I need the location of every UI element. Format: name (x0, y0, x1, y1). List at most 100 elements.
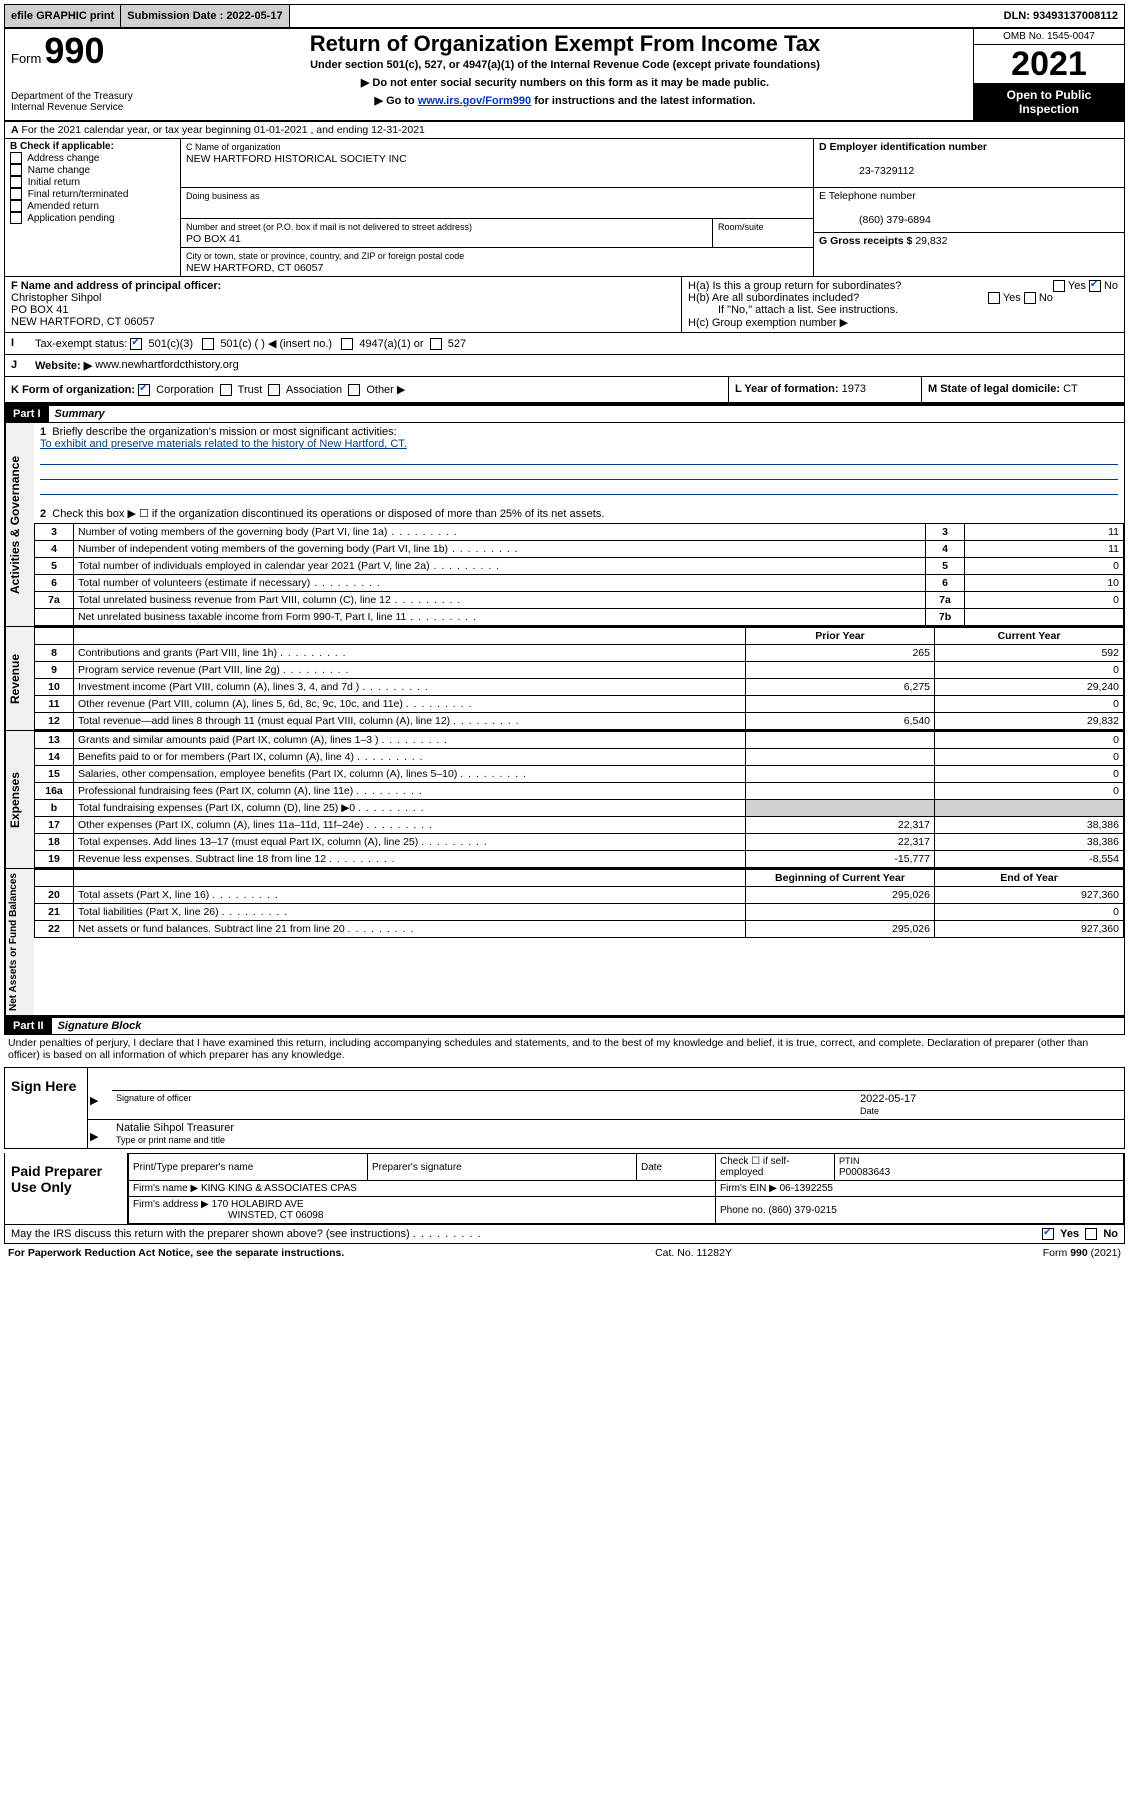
b-check[interactable] (10, 164, 22, 176)
col-d: D Employer identification number 23-7329… (813, 139, 1124, 276)
ptin-label: PTIN (839, 1156, 860, 1166)
col-c: C Name of organization NEW HARTFORD HIST… (181, 139, 813, 276)
firm-addr1: 170 HOLABIRD AVE (212, 1199, 304, 1210)
form-number: 990 (44, 30, 104, 71)
line-a-text: For the 2021 calendar year, or tax year … (22, 124, 425, 136)
q1-label: Briefly describe the organization's miss… (52, 426, 396, 438)
hb-no[interactable]: No (1039, 292, 1053, 304)
exp-section: Expenses 13Grants and similar amounts pa… (4, 731, 1125, 869)
k-assoc: Association (286, 384, 342, 396)
k-label: K Form of organization: (11, 384, 135, 396)
may-irs-no-chk[interactable] (1085, 1228, 1097, 1240)
declaration-text: Under penalties of perjury, I declare th… (4, 1035, 1125, 1063)
l-val: 1973 (842, 383, 866, 395)
irs-link[interactable]: www.irs.gov/Form990 (418, 95, 531, 107)
chk-4947[interactable] (341, 338, 353, 350)
ag-section: Activities & Governance 1 Briefly descri… (4, 423, 1125, 627)
ha-yes[interactable]: Yes (1068, 280, 1086, 292)
b-check[interactable] (10, 212, 22, 224)
info-block: B Check if applicable: Address change Na… (4, 139, 1125, 277)
hb-yes[interactable]: Yes (1003, 292, 1021, 304)
hb-label: H(b) Are all subordinates included? (688, 292, 859, 304)
paid-prep-label: Paid Preparer Use Only (5, 1153, 128, 1224)
part1-tag: Part I (5, 406, 49, 422)
ha-no[interactable]: No (1104, 280, 1118, 292)
k-trust: Trust (238, 384, 263, 396)
title-box: Return of Organization Exempt From Incom… (157, 29, 973, 120)
pt-date-label: Date (637, 1154, 716, 1181)
i-label: Tax-exempt status: (35, 338, 127, 350)
f-label: F Name and address of principal officer: (11, 280, 221, 292)
sign-here-label: Sign Here (5, 1068, 88, 1148)
preparer-table: Print/Type preparer's name Preparer's si… (128, 1153, 1124, 1224)
title-sub3: ▶ Go to www.irs.gov/Form990 for instruct… (167, 94, 963, 107)
may-irs-no: No (1103, 1228, 1118, 1240)
k-other: Other ▶ (366, 384, 405, 396)
part2-title: Signature Block (52, 1020, 142, 1032)
may-irs-yes: Yes (1060, 1228, 1079, 1240)
firm-name-label: Firm's name ▶ (133, 1183, 198, 1194)
submission-date: Submission Date : 2022-05-17 (121, 5, 289, 27)
chk-trust[interactable] (220, 384, 232, 396)
officer-addr2: NEW HARTFORD, CT 06057 (11, 316, 155, 328)
pt-sig-label: Preparer's signature (368, 1154, 637, 1181)
b-check[interactable] (10, 200, 22, 212)
b-check[interactable] (10, 176, 22, 188)
firm-addr2: WINSTED, CT 06098 (133, 1210, 323, 1221)
chk-527[interactable] (430, 338, 442, 350)
room-label: Room/suite (718, 222, 764, 232)
hc-label: H(c) Group exemption number ▶ (688, 316, 1118, 329)
b-label: B Check if applicable: (10, 141, 114, 152)
j-row: J Website: ▶ www.newhartfordcthistory.or… (4, 355, 1125, 377)
ha-label: H(a) Is this a group return for subordin… (688, 280, 901, 292)
type-name-label: Type or print name and title (116, 1135, 225, 1145)
rev-table: Prior YearCurrent Year8Contributions and… (34, 627, 1124, 730)
vert-exp: Expenses (5, 731, 34, 868)
may-irs-yes-chk[interactable] (1042, 1228, 1054, 1240)
d-label: D Employer identification number (819, 141, 987, 153)
g-label: G Gross receipts $ (819, 235, 912, 247)
dln-label: DLN: 93493137008112 (998, 5, 1124, 27)
officer-name: Christopher Sihpol (11, 292, 102, 304)
title-sub1: Under section 501(c), 527, or 4947(a)(1)… (167, 59, 963, 71)
tax-year: 2021 (974, 45, 1124, 84)
i-opt4: 527 (448, 338, 466, 350)
form-prefix: Form (11, 51, 41, 66)
b-check[interactable] (10, 152, 22, 164)
chk-corp[interactable] (138, 384, 150, 396)
org-address: PO BOX 41 (186, 233, 241, 245)
c-label: C Name of organization (186, 142, 281, 152)
footer-left: For Paperwork Reduction Act Notice, see … (8, 1247, 344, 1259)
b-check[interactable] (10, 188, 22, 200)
org-city: NEW HARTFORD, CT 06057 (186, 262, 323, 274)
date-label: Date (860, 1106, 879, 1116)
dept-label: Department of the Treasury Internal Reve… (11, 91, 151, 113)
i-row: I Tax-exempt status: 501(c)(3) 501(c) ( … (4, 333, 1125, 355)
efile-print-button[interactable]: efile GRAPHIC print (5, 5, 121, 27)
net-table: Beginning of Current YearEnd of Year20To… (34, 869, 1124, 938)
chk-assoc[interactable] (268, 384, 280, 396)
top-bar: efile GRAPHIC print Submission Date : 20… (4, 4, 1125, 29)
chk-501c[interactable] (202, 338, 214, 350)
footer-mid: Cat. No. 11282Y (655, 1247, 732, 1259)
addr-label: Number and street (or P.O. box if mail i… (186, 222, 472, 232)
line-a: A For the 2021 calendar year, or tax yea… (4, 120, 1125, 139)
vert-ag: Activities & Governance (5, 423, 34, 626)
net-section: Net Assets or Fund Balances Beginning of… (4, 869, 1125, 1016)
omb-number: OMB No. 1545-0047 (974, 29, 1124, 45)
chk-other[interactable] (348, 384, 360, 396)
firm-ein-label: Firm's EIN ▶ (720, 1183, 777, 1194)
officer-addr1: PO BOX 41 (11, 304, 68, 316)
firm-addr-label: Firm's address ▶ (133, 1199, 209, 1210)
ptin-value: P00083643 (839, 1167, 890, 1178)
k-corp: Corporation (156, 384, 213, 396)
org-name: NEW HARTFORD HISTORICAL SOCIETY INC (186, 153, 407, 165)
part1-title: Summary (49, 408, 105, 420)
goto-pre: ▶ Go to (375, 95, 418, 107)
topbar-spacer (290, 5, 998, 27)
m-label: M State of legal domicile: (928, 383, 1060, 395)
firm-name: KING KING & ASSOCIATES CPAS (201, 1183, 357, 1194)
i-opt1: 501(c)(3) (148, 338, 193, 350)
chk-501c3[interactable] (130, 338, 142, 350)
footer: For Paperwork Reduction Act Notice, see … (4, 1244, 1125, 1262)
